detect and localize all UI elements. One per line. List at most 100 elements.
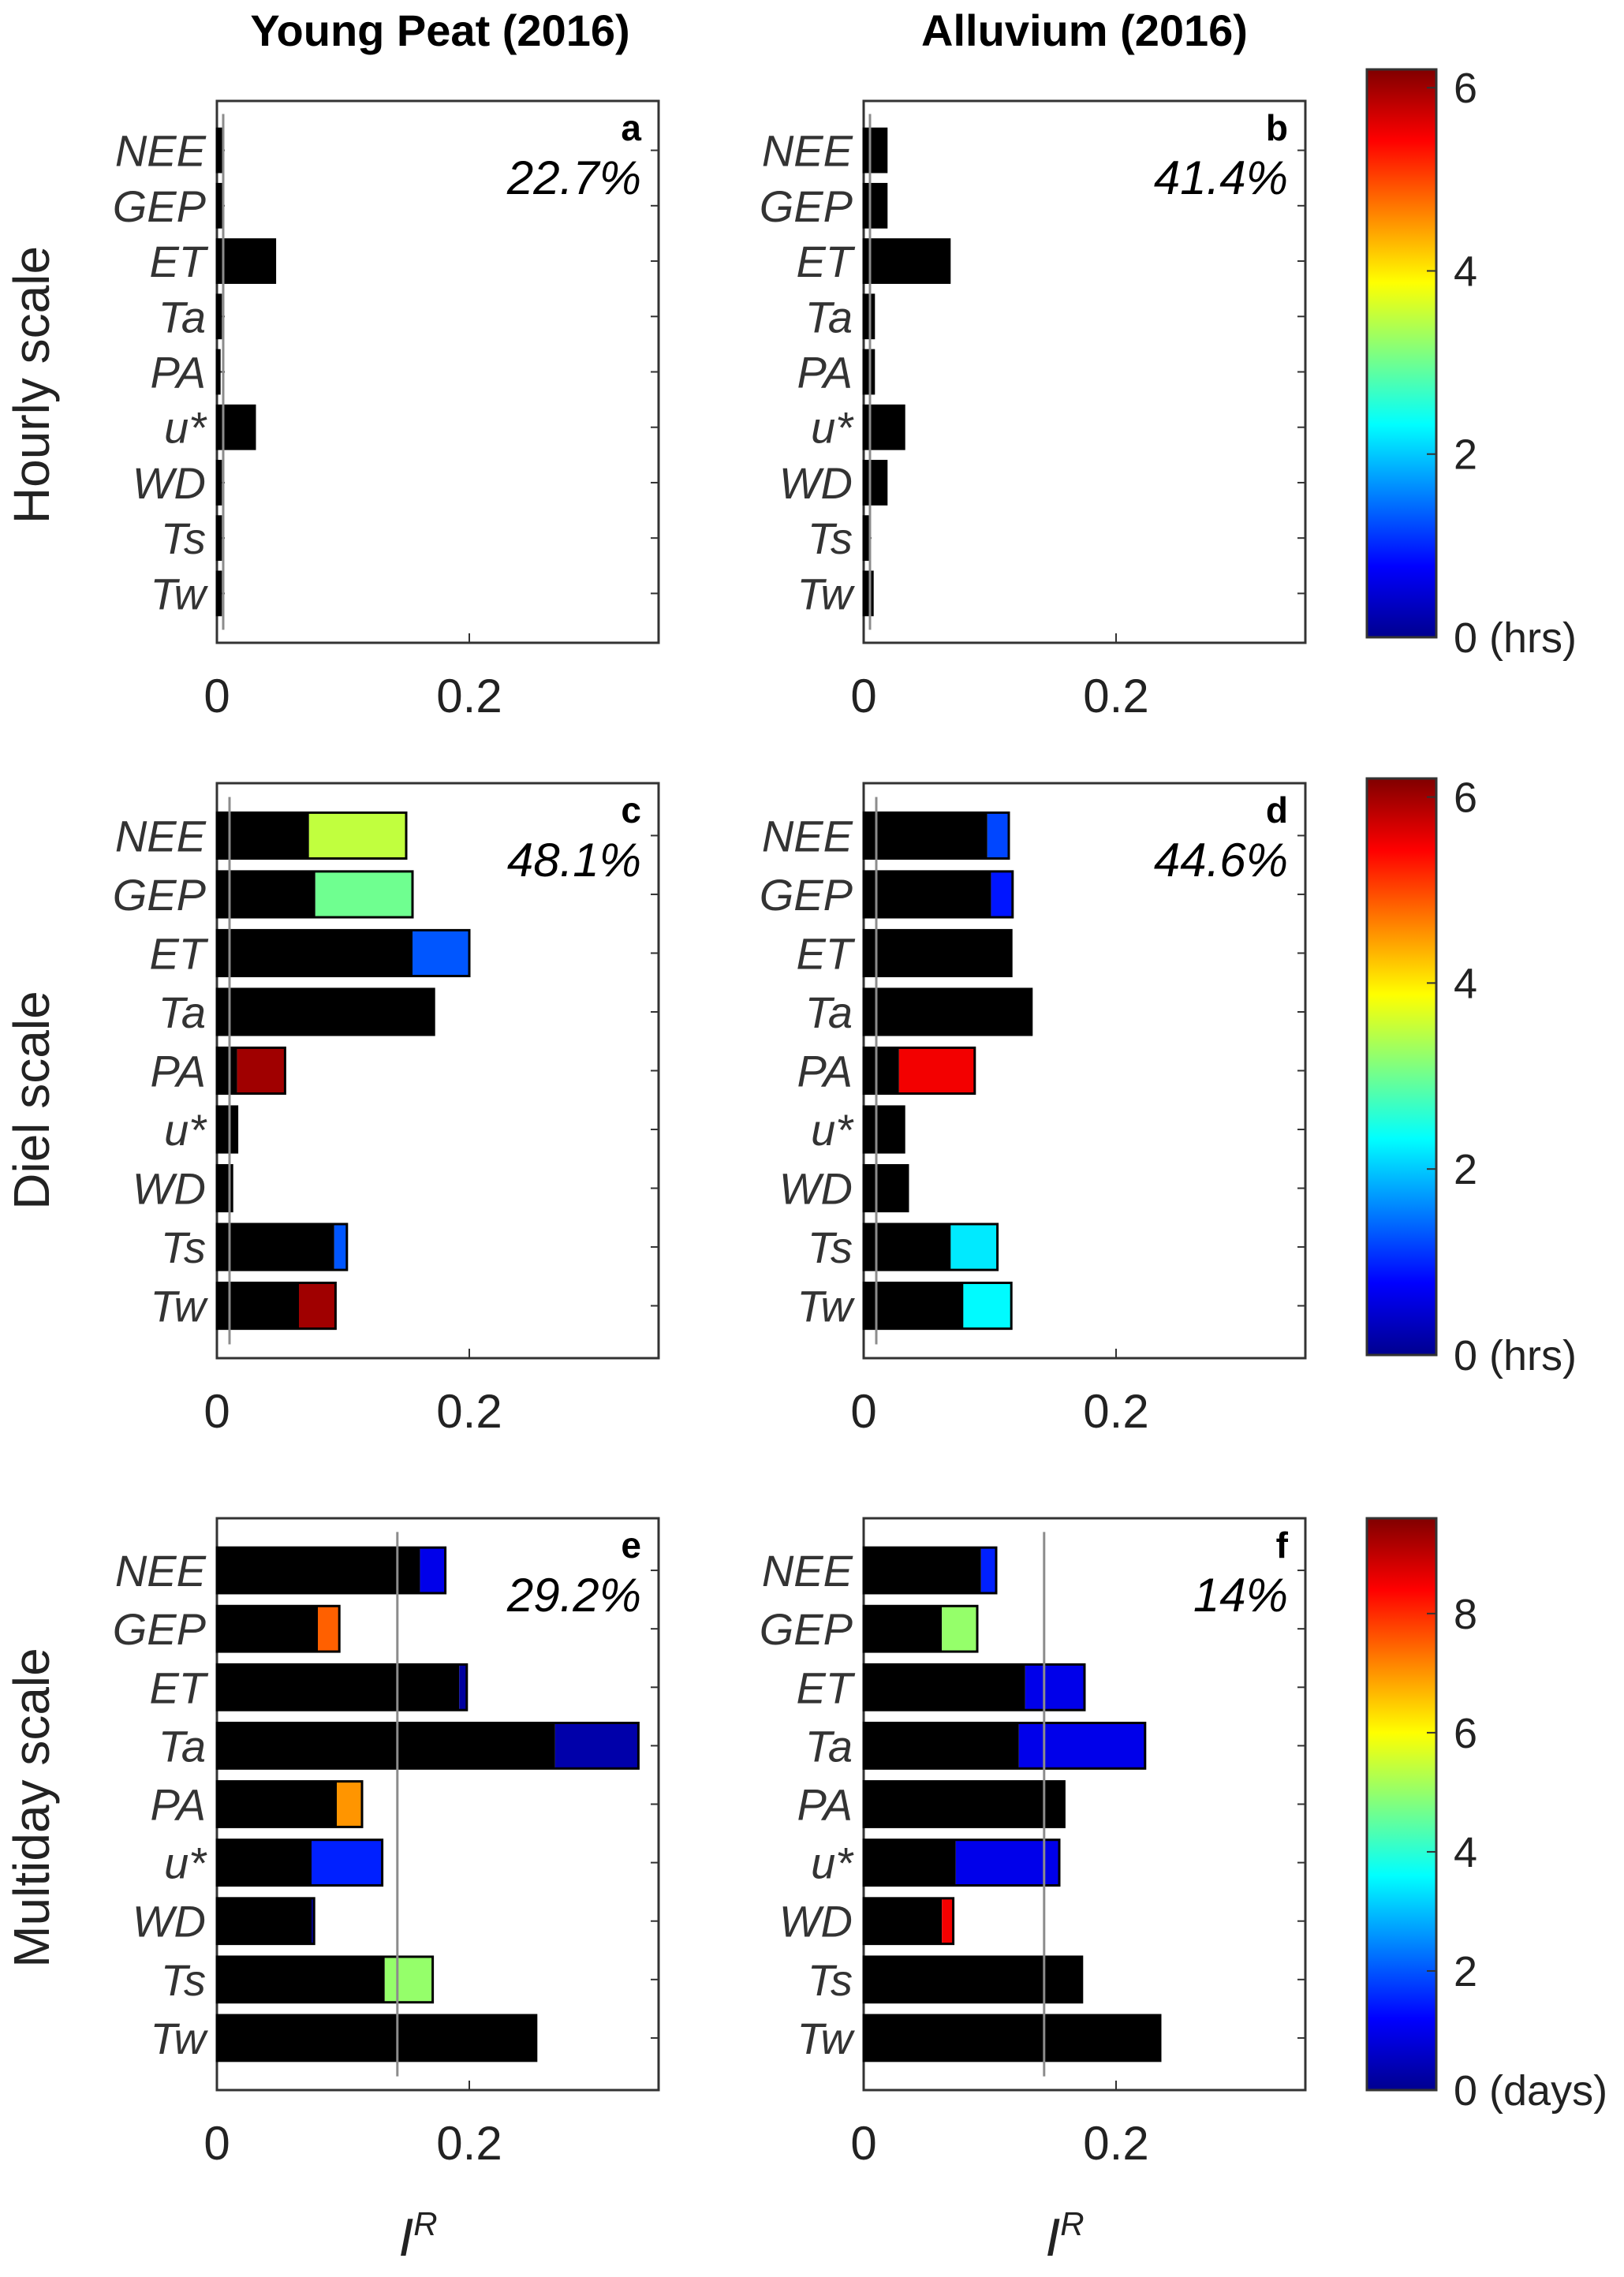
bar-outline-GEP [862,1604,979,1653]
ytick-label: NEE [762,811,853,860]
ytick-label: NEE [115,811,207,860]
ytick-label: Ta [805,1721,853,1771]
bar-black-ET [217,239,275,283]
panel-letter: c [621,789,641,831]
bar-lag-Tw [299,1282,336,1329]
bar-lag-NEE [980,1547,996,1593]
bar-outline-u* [215,404,256,450]
bar-outline-u* [862,1105,905,1154]
xlabel-left-base: I [398,2208,413,2268]
ytick-label: PA [797,1780,853,1830]
bar-black-u* [217,1106,237,1153]
panel-percent: 14% [1193,1569,1288,1622]
panel-letter: e [621,1525,641,1566]
ytick-label: Tw [797,2014,856,2063]
ytick-label: u* [164,1105,207,1155]
column-title-alluvium: Alluvium (2016) [921,6,1248,55]
bar-lag-GEP [318,1606,340,1652]
bar-outline-NEE [215,127,223,174]
bar-black-WD [217,461,221,505]
bar-black-Tw [864,2015,1160,2061]
bar-black-GEP [217,1606,318,1652]
bar-black-NEE [217,1547,420,1593]
colorbar-tick-label: 6 [1454,1710,1477,1757]
bar-lag-NEE [987,812,1009,859]
panel-letter: d [1266,789,1288,831]
ytick-label: PA [797,348,853,398]
colorbar-tick-label: 4 [1454,960,1477,1007]
bar-outline-Tw [215,2014,538,2062]
bar-black-GEP [217,871,315,918]
xtick-label: 0.2 [436,670,502,722]
colorbar-tick-label: 4 [1454,1829,1477,1876]
panel-c: NEE GEP ET Ta PA u* WD Ts Tw 0 0.2 c48.1% [113,782,660,1438]
panel-letter: b [1266,107,1288,148]
bar-black-ET [217,1664,460,1711]
bar-black-ET [864,239,950,283]
bar-black-Tw [864,1282,964,1329]
bar-lag-Ts [950,1223,998,1271]
bar-lag-ET [1025,1664,1085,1711]
bar-outline-Ta [215,293,222,340]
bar-black-Ta [864,988,1032,1036]
ytick-label: WD [133,1897,206,1947]
bar-black-Ts [217,516,221,560]
bar-lag-NEE [420,1547,446,1593]
ytick-label: Ts [161,1955,206,2005]
bar-outline-PA [215,1780,364,1828]
bar-lag-PA [337,1781,362,1827]
bar-black-WD [217,1898,312,1944]
xtick-label: 0 [850,670,876,722]
bar-outline-Ta [862,293,875,340]
bar-black-GEP [217,184,222,228]
xlabel-right-sup: R [1060,2205,1084,2242]
bar-black-NEE [217,129,222,172]
bar-outline-Ta [862,987,1033,1036]
bar-outline-Ta [215,987,435,1036]
bar-outline-ET [215,238,277,284]
ytick-label: Ta [159,1721,206,1771]
bar-lag-u* [955,1839,1059,1886]
ytick-label: Ts [808,1222,853,1272]
xtick-label: 0 [203,1385,230,1438]
bar-black-GEP [864,871,991,918]
xlabel-left: IR [398,2205,437,2268]
bar-black-u* [217,1839,312,1886]
bar-black-u* [864,1106,905,1153]
bar-black-PA [217,1781,337,1827]
bar-black-ET [864,930,1012,976]
bar-lag-PA [898,1047,975,1094]
ytick-label: PA [150,1047,206,1096]
panel-e: NEE GEP ET Ta PA u* WD Ts Tw 0 0.2 e29.2% [113,1517,660,2170]
bar-lag-GEP [942,1606,977,1652]
xtick-label: 0 [203,2117,230,2170]
bar-black-Ts [217,1956,385,2003]
bar-outline-Ts [215,1955,435,2004]
bar-outline-Tw [862,1282,1013,1331]
ytick-label: GEP [113,870,206,920]
colorbar-tick-label: 2 [1454,1948,1477,1995]
bar-outline-Ts [215,515,222,562]
bar-black-WD [217,1165,233,1211]
ytick-label: WD [779,1897,853,1947]
ytick-label: NEE [115,126,207,176]
bar-black-PA [217,350,220,394]
bar-lag-WD [312,1898,315,1944]
bar-lag-ET [459,1664,467,1711]
bar-black-Tw [217,2015,536,2061]
colorbar-tick-label: 0 (hrs) [1454,614,1577,662]
colorbar-hourly: 6 4 2 0 (hrs) [1365,65,1577,662]
bar-black-Ta [864,294,874,338]
bar-outline-NEE [215,811,408,860]
ytick-label: u* [164,403,207,453]
ytick-label: Ts [161,1222,206,1272]
bar-outline-GEP [862,182,888,229]
bar-outline-NEE [215,1546,447,1595]
bar-lag-Ta [1018,1723,1145,1769]
bar-black-u* [864,1839,956,1886]
bar-outline-Tw [862,2014,1162,2062]
bar-outline-Ts [215,1222,349,1271]
panel-d: NEE GEP ET Ta PA u* WD Ts Tw 0 0.2 d44.6% [760,782,1307,1438]
